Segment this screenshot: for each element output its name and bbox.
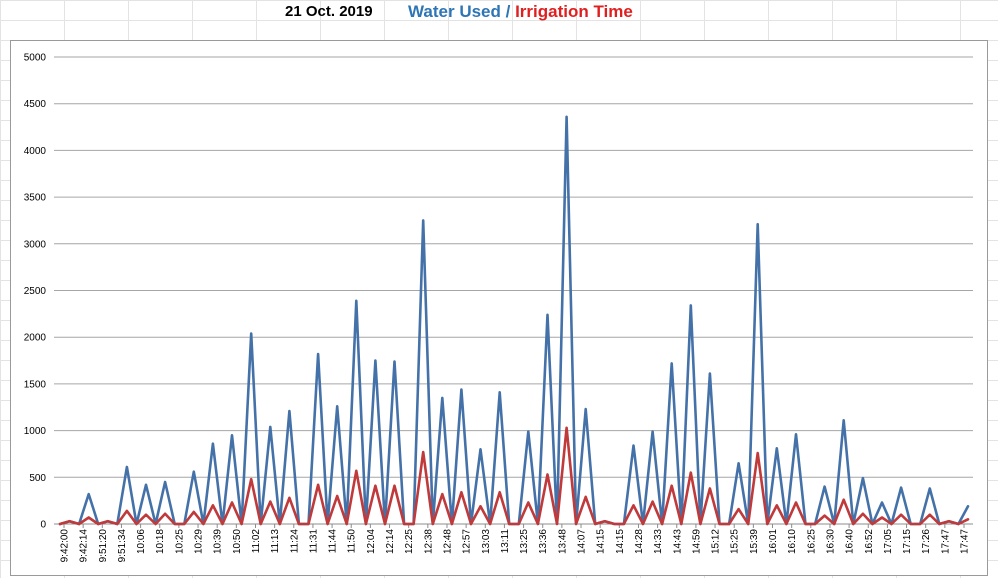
x-tick-label: 17:47 xyxy=(960,529,971,554)
y-tick-label: 500 xyxy=(29,473,46,484)
x-tick-label: 15:12 xyxy=(711,529,722,554)
x-tick-label: 10:39 xyxy=(213,529,224,554)
x-tick-label: 15:39 xyxy=(749,529,760,554)
series-line-irrigation-time xyxy=(58,426,970,526)
x-tick-label: 16:40 xyxy=(845,529,856,554)
x-tick-label: 17:15 xyxy=(902,529,913,554)
x-tick-label: 12:25 xyxy=(404,529,415,554)
x-tick-label: 11:50 xyxy=(347,529,358,554)
y-tick-label: 3000 xyxy=(24,239,47,250)
x-tick-label: 11:13 xyxy=(270,529,281,554)
x-tick-label: 14:59 xyxy=(691,529,702,554)
y-tick-label: 5000 xyxy=(24,53,47,64)
chart-legend: Water Used / Irrigation Time xyxy=(408,1,633,23)
x-tick-label: 11:31 xyxy=(308,529,319,554)
y-tick-label: 2500 xyxy=(24,286,47,297)
y-tick-label: 1000 xyxy=(24,426,47,437)
x-tick-label: 12:38 xyxy=(423,529,434,554)
x-tick-label: 16:25 xyxy=(806,529,817,554)
x-tick-label: 10:50 xyxy=(232,529,243,554)
y-tick-label: 2000 xyxy=(24,333,47,344)
x-tick-label: 12:48 xyxy=(442,529,453,554)
y-tick-label: 4000 xyxy=(24,146,47,157)
x-tick-label: 16:30 xyxy=(825,529,836,554)
x-tick-label: 16:52 xyxy=(864,529,875,554)
x-tick-label: 13:48 xyxy=(557,529,568,554)
x-tick-label: 10:06 xyxy=(136,529,147,554)
x-tick-label: 13:11 xyxy=(500,529,511,554)
x-tick-label: 13:25 xyxy=(519,529,530,554)
x-tick-label: 12:14 xyxy=(385,529,396,554)
x-tick-label: 12:04 xyxy=(366,529,377,554)
x-tick-label: 17:47 xyxy=(940,529,951,554)
y-tick-label: 4500 xyxy=(24,99,47,110)
x-tick-label: 14:15 xyxy=(615,529,626,554)
x-tick-label: 14:07 xyxy=(577,529,588,554)
x-tick-label: 17:05 xyxy=(883,529,894,554)
x-tick-label: 16:01 xyxy=(768,529,779,554)
legend-separator: / xyxy=(500,2,516,21)
x-tick-label: 14:33 xyxy=(653,529,664,554)
legend-irrigation-time: Irrigation Time xyxy=(515,2,633,21)
x-tick-label: 12:57 xyxy=(462,529,473,554)
x-tick-label: 10:29 xyxy=(194,529,205,554)
x-tick-label: 16:10 xyxy=(787,529,798,554)
x-tick-label: 11:24 xyxy=(289,529,300,554)
x-tick-label: 9:51:20 xyxy=(98,529,109,563)
x-tick-label: 10:25 xyxy=(174,529,185,554)
x-tick-label: 14:43 xyxy=(672,529,683,554)
x-tick-label: 9:51:34 xyxy=(117,529,128,563)
y-tick-label: 0 xyxy=(40,520,46,531)
x-tick-label: 9:42:00 xyxy=(60,529,71,563)
chart-date-title: 21 Oct. 2019 xyxy=(285,3,373,20)
x-tick-label: 14:28 xyxy=(634,529,645,554)
x-tick-label: 14:15 xyxy=(596,529,607,554)
x-tick-label: 13:03 xyxy=(481,529,492,554)
x-tick-label: 10:18 xyxy=(155,529,166,554)
legend-water-used: Water Used xyxy=(408,2,501,21)
series-line-water-used xyxy=(58,115,970,526)
x-tick-label: 17:26 xyxy=(921,529,932,554)
y-tick-label: 3500 xyxy=(24,193,47,204)
y-tick-label: 1500 xyxy=(24,379,47,390)
x-tick-label: 11:44 xyxy=(328,529,339,554)
chart-header: 21 Oct. 2019 Water Used / Irrigation Tim… xyxy=(0,1,998,23)
x-tick-label: 11:02 xyxy=(251,529,262,554)
x-tick-label: 9:42:14 xyxy=(79,529,90,563)
x-tick-label: 13:36 xyxy=(538,529,549,554)
x-tick-label: 15:25 xyxy=(730,529,741,554)
